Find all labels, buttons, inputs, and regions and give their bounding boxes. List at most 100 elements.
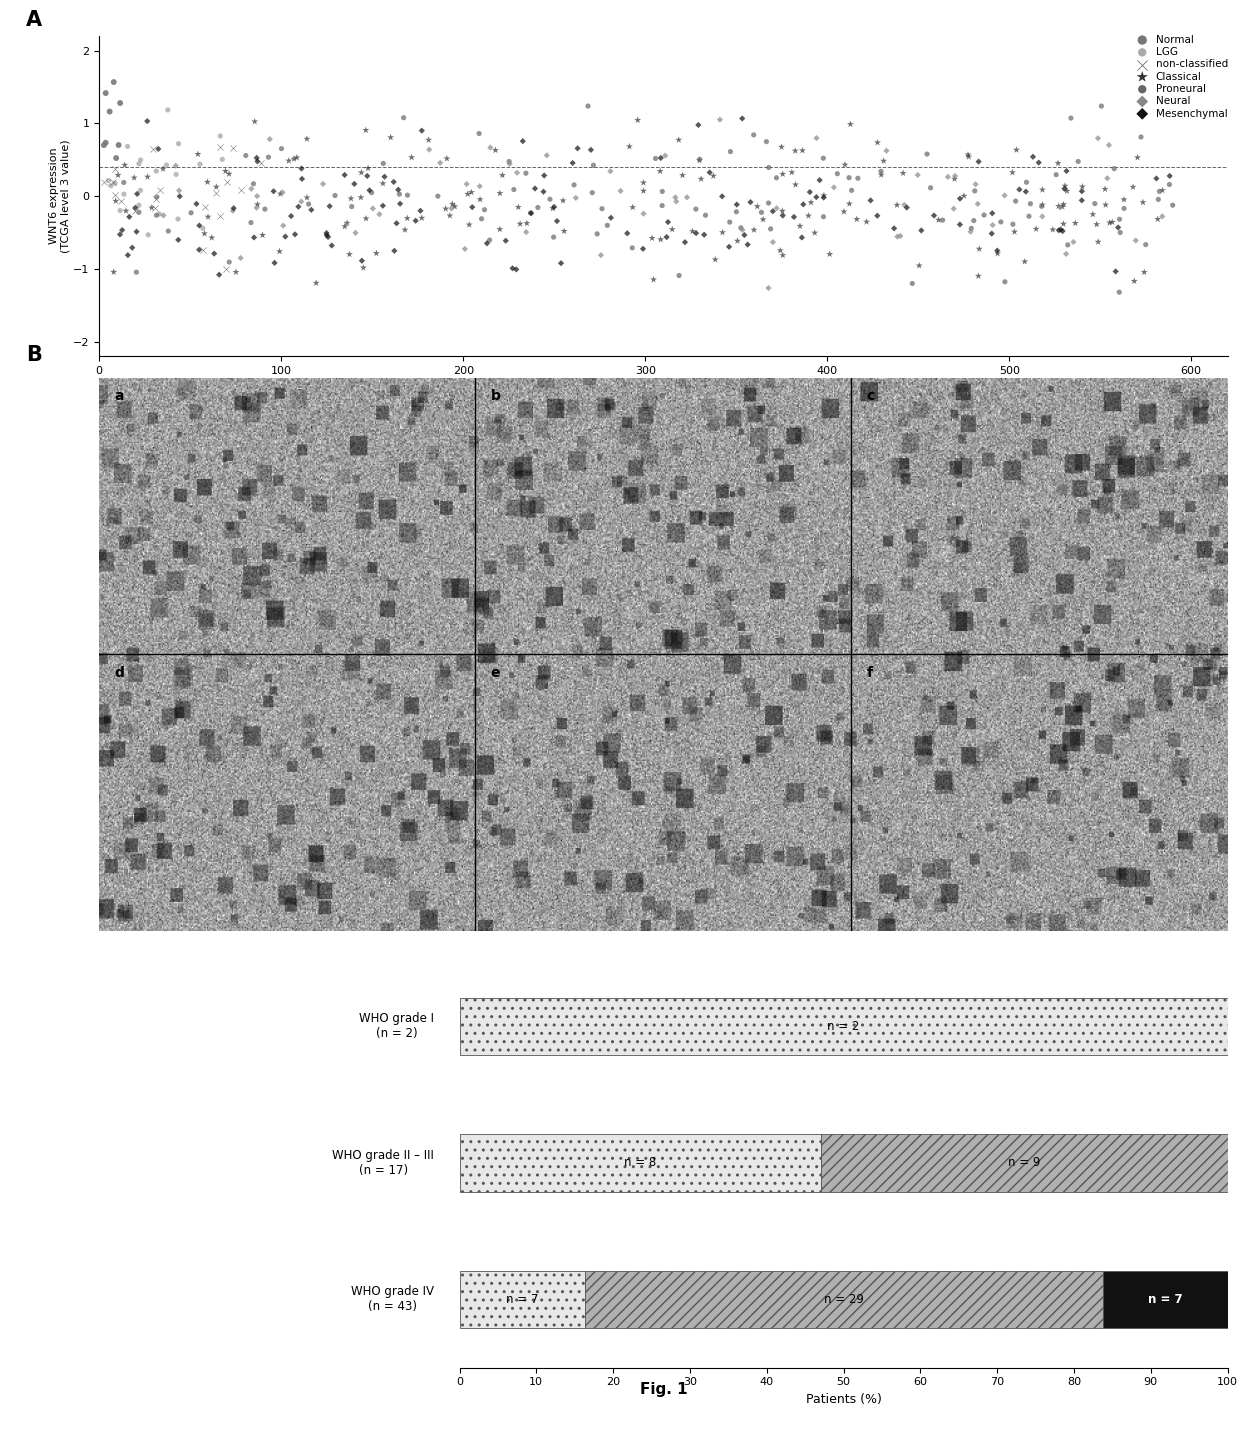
Proneural bbox=[1006, 190, 1025, 213]
Mesenchymal bbox=[911, 219, 931, 242]
Mesenchymal bbox=[110, 223, 130, 246]
Neural bbox=[677, 186, 697, 209]
Mesenchymal bbox=[118, 243, 138, 266]
non-classified bbox=[192, 239, 212, 262]
Proneural bbox=[870, 160, 890, 183]
Mesenchymal bbox=[113, 219, 133, 242]
LGG bbox=[99, 168, 119, 192]
Mesenchymal bbox=[316, 222, 336, 245]
Text: a: a bbox=[114, 389, 124, 403]
Classical bbox=[396, 219, 415, 242]
Mesenchymal bbox=[727, 193, 746, 216]
Mesenchymal bbox=[223, 197, 243, 220]
Neural bbox=[908, 163, 928, 186]
Mesenchymal bbox=[123, 236, 143, 259]
Mesenchymal bbox=[618, 222, 637, 245]
Proneural bbox=[1163, 194, 1183, 217]
Classical bbox=[253, 223, 273, 246]
Classical bbox=[785, 140, 805, 163]
Mesenchymal bbox=[170, 184, 190, 207]
Proneural bbox=[272, 137, 291, 160]
Proneural bbox=[528, 196, 548, 219]
Mesenchymal bbox=[813, 186, 833, 209]
Normal bbox=[95, 131, 115, 154]
Proneural bbox=[918, 143, 937, 166]
Proneural bbox=[500, 150, 520, 173]
Proneural bbox=[373, 151, 393, 174]
Neural bbox=[507, 161, 527, 184]
Mesenchymal bbox=[634, 238, 653, 261]
Neural bbox=[944, 197, 963, 220]
Text: A: A bbox=[26, 10, 42, 30]
Neural bbox=[312, 173, 332, 196]
Classical bbox=[367, 242, 387, 265]
Mesenchymal bbox=[374, 166, 394, 189]
Mesenchymal bbox=[1009, 179, 1029, 202]
Proneural bbox=[759, 156, 779, 179]
Mesenchymal bbox=[568, 137, 588, 160]
Classical bbox=[954, 184, 973, 207]
Neural bbox=[937, 166, 957, 189]
Classical bbox=[893, 161, 913, 184]
Mesenchymal bbox=[1056, 160, 1076, 183]
Classical bbox=[543, 197, 563, 220]
non-classified bbox=[217, 258, 237, 281]
Classical bbox=[872, 163, 892, 186]
Classical bbox=[1127, 145, 1147, 168]
Text: b: b bbox=[490, 389, 500, 403]
Classical bbox=[108, 164, 128, 187]
Proneural bbox=[1058, 233, 1078, 256]
Mesenchymal bbox=[773, 204, 792, 228]
Classical bbox=[381, 125, 401, 148]
Mesenchymal bbox=[1071, 180, 1091, 203]
Mesenchymal bbox=[410, 199, 430, 222]
Classical bbox=[244, 109, 264, 132]
Proneural bbox=[1085, 192, 1105, 215]
Classical bbox=[627, 108, 647, 131]
Mesenchymal bbox=[289, 196, 309, 219]
Neural bbox=[759, 276, 779, 300]
Mesenchymal bbox=[357, 164, 377, 187]
Neural bbox=[480, 135, 500, 158]
Mesenchymal bbox=[551, 252, 570, 275]
Mesenchymal bbox=[867, 204, 887, 228]
Classical bbox=[486, 138, 506, 161]
Mesenchymal bbox=[525, 177, 544, 200]
Neural bbox=[537, 144, 557, 167]
non-classified bbox=[217, 170, 237, 193]
Mesenchymal bbox=[477, 232, 497, 255]
Classical bbox=[1133, 190, 1153, 213]
Classical bbox=[440, 204, 460, 228]
Mesenchymal bbox=[190, 215, 210, 238]
Neural bbox=[273, 181, 293, 204]
Classical bbox=[270, 183, 290, 206]
Mesenchymal bbox=[345, 173, 365, 196]
LGG bbox=[212, 148, 232, 171]
Classical bbox=[298, 186, 317, 209]
Classical bbox=[959, 143, 978, 166]
Text: n = 7: n = 7 bbox=[1148, 1293, 1183, 1306]
Mesenchymal bbox=[784, 206, 804, 229]
Classical bbox=[744, 219, 764, 242]
Classical bbox=[1083, 203, 1102, 226]
Proneural bbox=[521, 202, 541, 225]
Mesenchymal bbox=[658, 210, 678, 233]
LGG bbox=[130, 179, 150, 202]
X-axis label: Number of patients: Number of patients bbox=[603, 382, 724, 395]
Classical bbox=[141, 196, 161, 219]
Text: B: B bbox=[26, 344, 42, 364]
Proneural bbox=[146, 186, 166, 209]
Mesenchymal bbox=[275, 225, 295, 248]
Classical bbox=[197, 170, 217, 193]
Classical bbox=[790, 215, 810, 238]
Mesenchymal bbox=[125, 196, 145, 219]
Proneural bbox=[1115, 197, 1135, 220]
Mesenchymal bbox=[384, 239, 404, 262]
Neural bbox=[666, 186, 686, 209]
Proneural bbox=[480, 229, 500, 252]
Neural bbox=[983, 213, 1003, 236]
Classical bbox=[820, 242, 839, 265]
Classical bbox=[286, 145, 306, 168]
Proneural bbox=[689, 148, 709, 171]
Classical bbox=[805, 222, 825, 245]
